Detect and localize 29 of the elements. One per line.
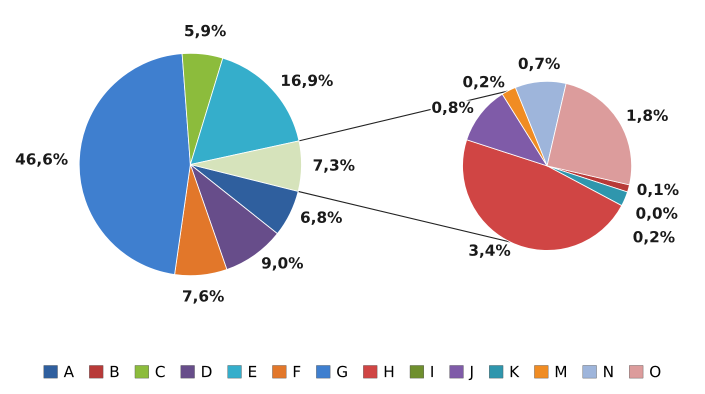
legend-label: O xyxy=(650,366,660,378)
data-label: 46,6% xyxy=(16,153,68,167)
legend-label: N xyxy=(604,366,613,378)
data-label: 3,4% xyxy=(469,244,510,258)
legend-label: G xyxy=(337,366,347,378)
legend-label: H xyxy=(384,366,394,378)
data-label: 0,8% xyxy=(432,101,474,115)
legend-label: I xyxy=(431,366,433,378)
data-label: 0,7% xyxy=(518,58,560,72)
legend-label: A xyxy=(64,366,74,378)
data-label: 7,6% xyxy=(182,290,224,304)
legend-label: J xyxy=(468,366,473,380)
data-label: 16,9% xyxy=(282,74,333,88)
legend-label: D xyxy=(202,366,212,378)
text: 0,0% xyxy=(636,207,678,221)
data-label: 0,2% xyxy=(633,230,675,244)
data-label: 6,8% xyxy=(301,211,342,225)
data-label: 0,1% xyxy=(637,184,679,198)
legend-label: E xyxy=(249,366,256,378)
data-label: 7,3% xyxy=(314,159,355,173)
legend-label: B xyxy=(110,366,119,378)
legend-label: K xyxy=(510,366,520,378)
data-label: 5,9% xyxy=(185,24,226,38)
legend-label: M xyxy=(556,366,566,378)
data-label: 9,0% xyxy=(262,257,304,271)
legend-label: F xyxy=(294,366,300,378)
data-label: 1,8% xyxy=(628,109,668,123)
legend-label: C xyxy=(156,366,165,378)
data-label: 0,2% xyxy=(463,76,504,90)
